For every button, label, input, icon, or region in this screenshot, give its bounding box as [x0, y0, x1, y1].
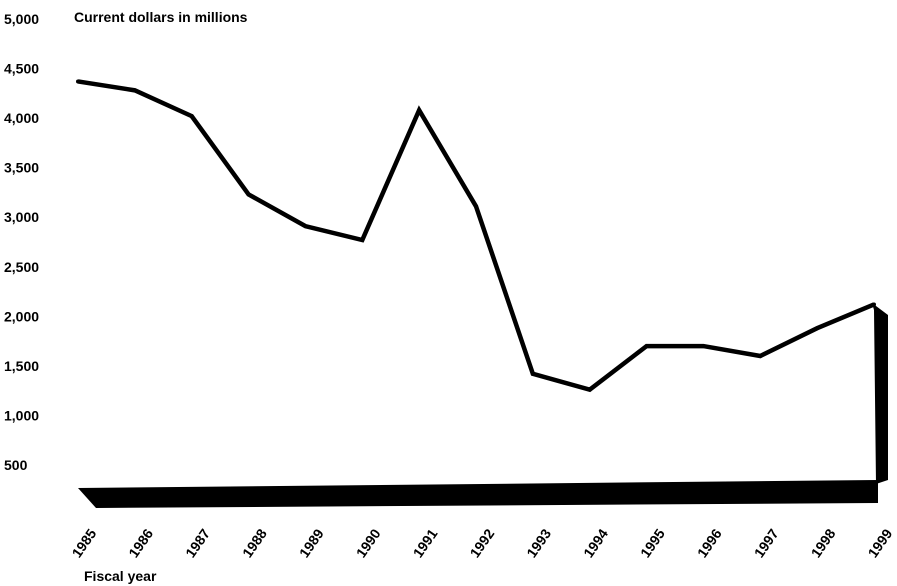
y-tick-label: 4,500: [4, 61, 39, 77]
y-tick-label: 2,000: [4, 308, 39, 324]
x-tick-label: 1997: [751, 526, 782, 561]
data-point: [303, 224, 308, 229]
data-point: [417, 108, 422, 113]
y-tick-label: 1,500: [4, 358, 39, 374]
y-tick-label: 3,000: [4, 209, 39, 225]
data-point: [587, 387, 592, 392]
data-point: [189, 114, 194, 119]
data-point: [815, 326, 820, 331]
x-tick-label: 1989: [296, 526, 327, 561]
x-tick-label: 1998: [808, 526, 839, 561]
data-point: [872, 302, 876, 307]
y-tick-label: 2,500: [4, 259, 39, 275]
x-tick-label: 1993: [523, 526, 554, 561]
data-point: [132, 88, 137, 93]
y-tick-label: 4,000: [4, 110, 39, 126]
data-point: [530, 371, 535, 376]
x-axis-ticks: 1985 1986 1987 1988 1989 1990 1991 1992 1993 1994…: [68, 526, 895, 561]
x-tick-label: 1992: [466, 526, 497, 561]
x-tick-label: 1987: [182, 526, 213, 561]
y-axis-ticks: 500 1,000 1,500 2,000 2,500 3,000 3,500 4,000 4,…: [4, 11, 39, 473]
chart-right-edge-bar: [872, 303, 888, 484]
y-tick-label: 1,000: [4, 407, 39, 423]
data-point: [360, 238, 365, 243]
data-point: [644, 344, 649, 349]
x-axis-base-bar: [78, 480, 878, 508]
data-point: [246, 192, 251, 197]
x-tick-label: 1988: [239, 526, 270, 561]
x-tick-label: 1995: [637, 526, 668, 561]
y-axis-title: Current dollars in millions: [74, 9, 248, 25]
data-point: [76, 79, 80, 84]
data-point: [758, 353, 763, 358]
x-tick-label: 1986: [125, 526, 156, 561]
y-tick-label: 5,000: [4, 11, 39, 27]
series-line: [77, 79, 875, 393]
x-tick-label: 1996: [694, 526, 725, 561]
x-tick-label: 1999: [864, 526, 895, 561]
series-group: [76, 79, 876, 393]
x-tick-label: 1991: [410, 526, 441, 561]
y-tick-label: 500: [4, 457, 28, 473]
x-tick-label: 1985: [68, 526, 99, 561]
x-tick-label: 1994: [580, 526, 611, 561]
x-axis-title: Fiscal year: [84, 568, 157, 584]
data-point: [701, 344, 706, 349]
y-tick-label: 3,500: [4, 160, 39, 176]
x-tick-label: 1990: [353, 526, 384, 561]
data-point: [474, 204, 478, 209]
